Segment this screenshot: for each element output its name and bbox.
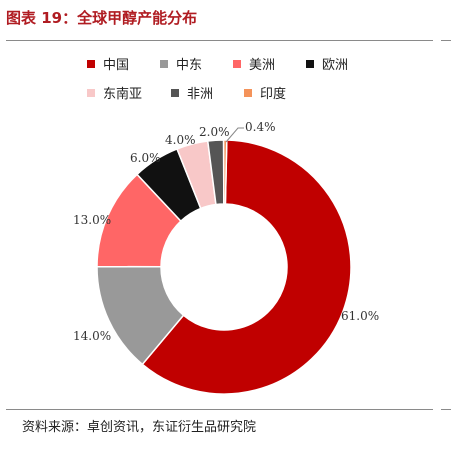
data-label-india: 0.4% <box>245 120 276 134</box>
data-label-europe: 6.0% <box>130 151 161 165</box>
legend-item-india: 印度 <box>244 83 286 102</box>
slice-india <box>222 139 228 205</box>
legend-swatch-china <box>87 59 95 68</box>
legend-swatch-india <box>244 88 252 97</box>
top-divider <box>6 40 433 41</box>
legend-swatch-europe <box>306 59 314 68</box>
legend-label-china: 中国 <box>103 58 130 73</box>
data-label-africa: 2.0% <box>199 125 230 139</box>
legend-swatch-southeast-asia <box>87 88 95 97</box>
top-divider-tail <box>441 40 451 41</box>
chart-title: 图表 19：全球甲醇产能分布 <box>6 9 198 27</box>
legend-item-middle-east: 中东 <box>160 54 202 73</box>
legend-label-middle-east: 中东 <box>176 58 203 73</box>
legend-item-americas: 美洲 <box>233 54 275 73</box>
legend-swatch-middle-east <box>160 59 168 68</box>
bottom-divider-tail <box>441 409 451 410</box>
legend-label-india: 印度 <box>260 87 287 102</box>
legend-item-china: 中国 <box>87 54 129 73</box>
legend-item-southeast-asia: 东南亚 <box>87 83 142 102</box>
legend-label-americas: 美洲 <box>249 58 276 73</box>
source-note: 资料来源：卓创资讯，东证衍生品研究院 <box>22 420 257 435</box>
data-label-americas: 13.0% <box>73 213 111 227</box>
legend-item-europe: 欧洲 <box>306 54 348 73</box>
data-label-middle-east: 14.0% <box>73 329 111 343</box>
data-label-china: 61.0% <box>341 309 379 323</box>
legend-item-africa: 非洲 <box>171 83 213 102</box>
legend-label-africa: 非洲 <box>187 87 214 102</box>
slice-china <box>141 139 352 395</box>
legend-label-southeast-asia: 东南亚 <box>103 87 143 102</box>
data-label-southeast-asia: 4.0% <box>165 133 196 147</box>
legend-swatch-americas <box>233 59 241 68</box>
legend-label-europe: 欧洲 <box>322 58 349 73</box>
legend-swatch-africa <box>171 88 179 97</box>
india-leader-line <box>225 127 244 143</box>
bottom-divider <box>6 409 433 410</box>
